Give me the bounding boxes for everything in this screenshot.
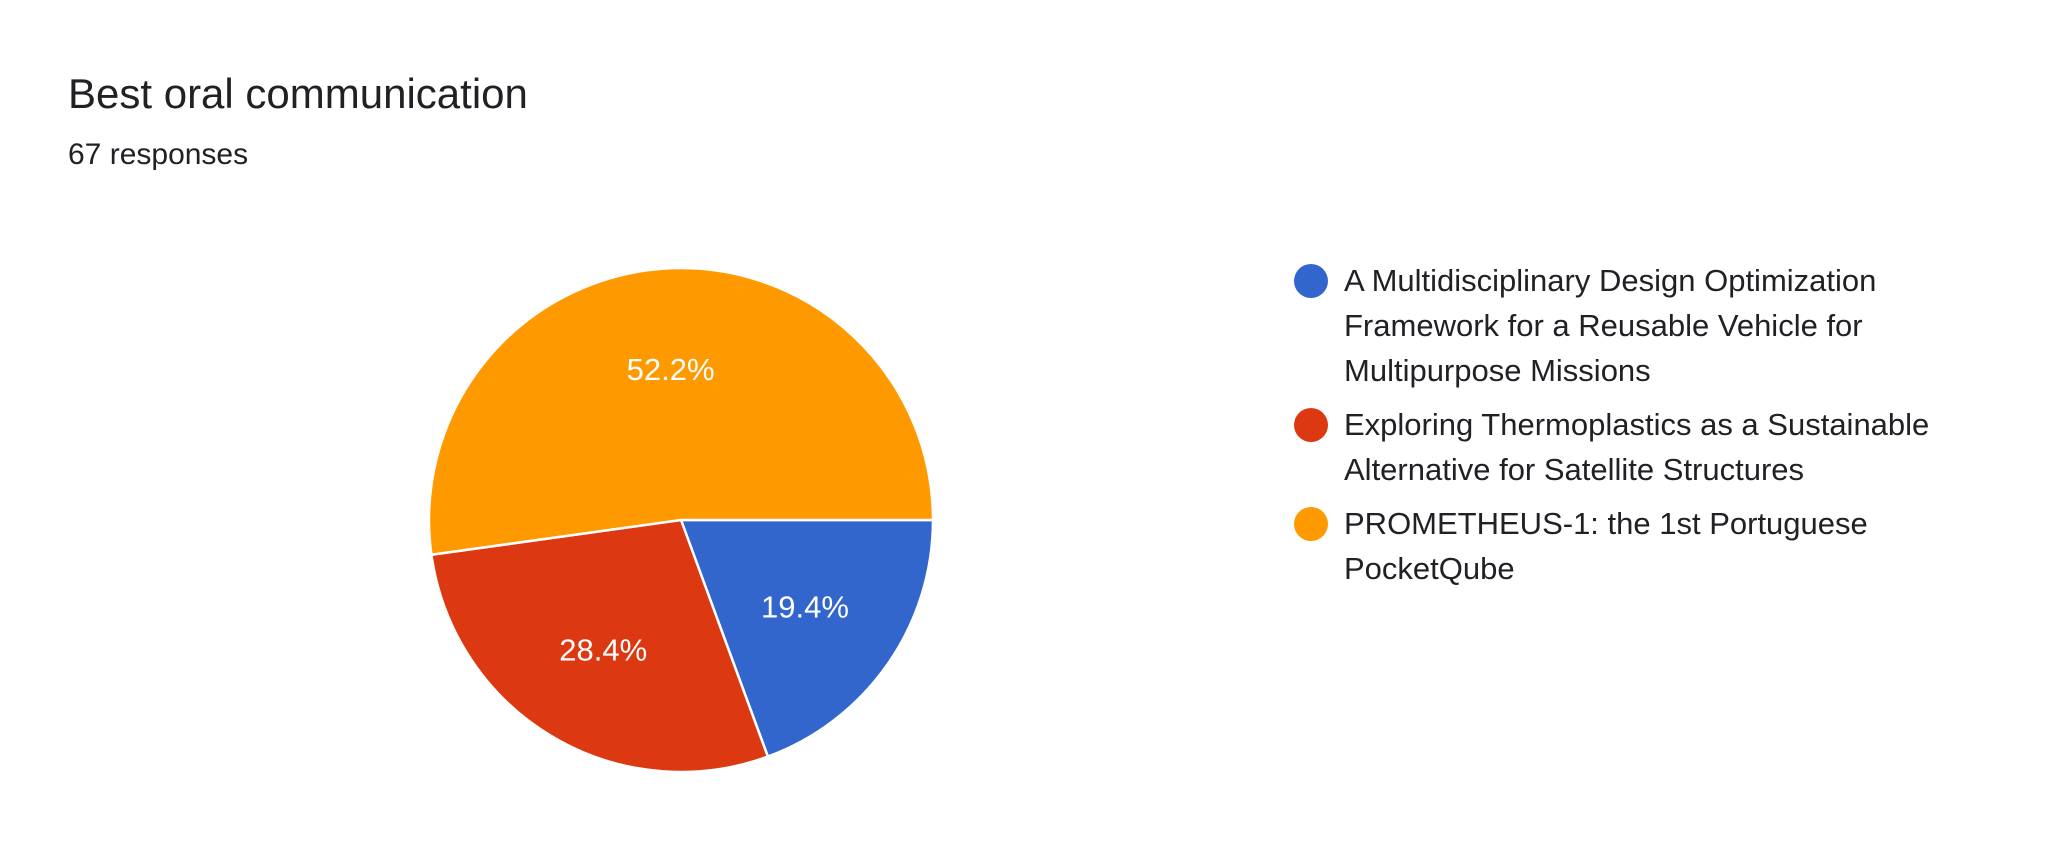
legend-item-2[interactable]: Exploring Thermoplastics as a Sustainabl… xyxy=(1292,402,1992,492)
chart-title: Best oral communication xyxy=(68,70,528,117)
pie-slice-2[interactable] xyxy=(429,518,770,774)
legend-label: A Multidisciplinary Design Optimization … xyxy=(1344,263,1877,388)
chart-legend: A Multidisciplinary Design Optimization … xyxy=(1292,258,1992,600)
pie-slice-3[interactable] xyxy=(427,266,935,557)
legend-color-dot-icon xyxy=(1294,408,1328,442)
response-count: 67 responses xyxy=(68,138,249,171)
legend-color-dot-icon xyxy=(1294,507,1328,541)
legend-label: PROMETHEUS-1: the 1st Portuguese PocketQ… xyxy=(1344,506,1868,586)
legend-item-3[interactable]: PROMETHEUS-1: the 1st Portuguese PocketQ… xyxy=(1292,501,1992,591)
pie-labels: 19.4% 28.4% 52.2% xyxy=(559,352,849,668)
pie-slices xyxy=(427,266,935,774)
pie-slice-label-1: 19.4% xyxy=(761,590,849,625)
legend-item-1[interactable]: A Multidisciplinary Design Optimization … xyxy=(1292,258,1992,393)
pie-slice-label-2: 28.4% xyxy=(559,633,647,668)
legend-label: Exploring Thermoplastics as a Sustainabl… xyxy=(1344,407,1930,487)
pie-slice-1[interactable] xyxy=(679,518,935,759)
pie-slice-label-3: 52.2% xyxy=(627,352,715,387)
legend-color-dot-icon xyxy=(1294,264,1328,298)
